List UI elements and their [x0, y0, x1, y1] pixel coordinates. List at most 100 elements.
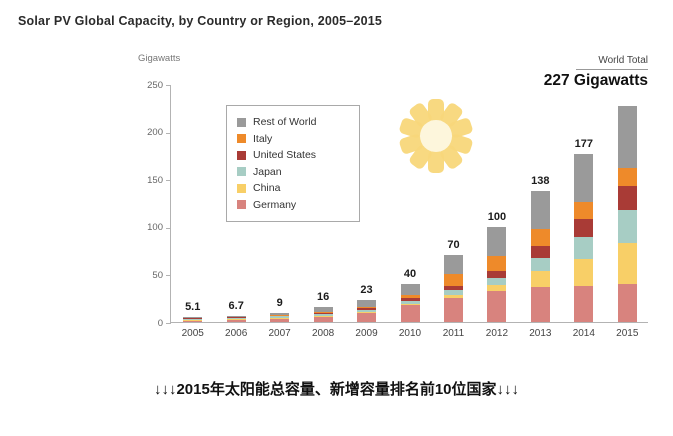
- legend-swatch: [237, 117, 246, 127]
- x-tick-label: 2012: [485, 328, 509, 339]
- y-tick-label: 250: [147, 79, 163, 91]
- bar-segment-china: [530, 270, 550, 288]
- chart-title: Solar PV Global Capacity, by Country or …: [18, 14, 383, 28]
- legend-item-china: China: [237, 180, 349, 197]
- world-total: World Total 227 Gigawatts: [544, 55, 648, 90]
- bar-segment-united-states: [530, 246, 550, 258]
- legend-item-rest-of-world: Rest of World: [237, 114, 349, 131]
- bar-segment-united-states: [487, 271, 507, 279]
- legend-swatch: [237, 167, 246, 177]
- legend-item-italy: Italy: [237, 131, 349, 148]
- x-tick-label: 2011: [442, 328, 465, 339]
- bar-segment-rest-of-world: [357, 300, 377, 308]
- bar-segment-germany: [226, 319, 246, 322]
- bar-segment-germany: [183, 320, 203, 322]
- legend: Rest of World Italy United States Japan Chin…: [226, 105, 360, 222]
- y-tick-mark: [166, 275, 171, 277]
- bar-segment-germany: [487, 290, 507, 322]
- bar-total-label: 177: [574, 137, 593, 150]
- y-axis-label: Gigawatts: [138, 53, 181, 64]
- legend-label: Italy: [253, 132, 273, 145]
- bar-total-label: 40: [403, 267, 417, 280]
- bar-segment-germany: [313, 316, 333, 322]
- caption: ↓↓↓2015年太阳能总容量、新增容量排名前10位国家↓↓↓: [153, 381, 520, 398]
- bar-segment-united-states: [226, 316, 246, 318]
- bar-segment-united-states: [443, 285, 463, 291]
- y-tick-mark: [166, 85, 171, 86]
- y-tick-label: 50: [152, 269, 163, 281]
- legend-label: Germany: [253, 198, 297, 211]
- bar-segment-rest-of-world: [226, 315, 246, 317]
- bar-segment-rest-of-world: [270, 313, 290, 316]
- sun-core: [420, 120, 452, 152]
- bar-segment-rest-of-world: [400, 283, 420, 295]
- bar-segment-italy: [617, 167, 637, 186]
- bar-segment-united-states: [313, 312, 333, 314]
- plot-area: Rest of World Italy United States Japan Chin…: [147, 80, 648, 339]
- legend-item-united-states: United States: [237, 147, 349, 164]
- bar-segment-italy: [357, 307, 377, 309]
- legend-label: Japan: [253, 165, 282, 178]
- x-tick-label: 2015: [616, 328, 639, 339]
- y-tick-label: 150: [147, 174, 163, 186]
- bar-segment-china: [574, 258, 594, 286]
- legend-label: China: [253, 182, 281, 195]
- bar-total-label: 138: [531, 174, 550, 187]
- bar-segment-japan: [487, 278, 507, 285]
- bar-segment-japan: [357, 309, 377, 313]
- world-total-value: 227 Gigawatts: [543, 72, 648, 89]
- bar-segment-italy: [443, 273, 463, 286]
- bar-total-label: 70: [447, 239, 460, 252]
- bar-segment-germany: [270, 318, 290, 322]
- bar-segment-germany: [574, 285, 594, 322]
- bar-segment-china: [443, 294, 463, 298]
- bar-total-label: 100: [487, 210, 507, 223]
- world-total-label: World Total: [598, 55, 648, 66]
- x-tick-label: 2014: [572, 328, 595, 339]
- x-tick-label: 2006: [225, 328, 248, 339]
- bar-segment-germany: [443, 297, 463, 322]
- bar-segment-united-states: [617, 185, 637, 211]
- bar-segment-japan: [313, 313, 333, 316]
- bar-total-label: 9: [276, 297, 283, 310]
- legend-label: Rest of World: [253, 116, 317, 129]
- y-tick-mark: [166, 323, 171, 324]
- legend-swatch: [237, 134, 246, 144]
- y-tick-label: 0: [157, 317, 163, 329]
- bar-segment-japan: [574, 236, 594, 259]
- x-tick-label: 2005: [181, 328, 204, 339]
- bar-segment-italy: [574, 201, 594, 220]
- bar-segment-germany: [400, 304, 420, 322]
- bar-total-label: 16: [316, 290, 330, 303]
- bar-segment-japan: [183, 318, 203, 320]
- x-tick-label: 2008: [311, 328, 335, 339]
- legend-item-germany: Germany: [237, 197, 349, 214]
- legend-swatch: [237, 200, 246, 210]
- bar-segment-rest-of-world: [617, 105, 637, 168]
- bar-segment-japan: [226, 317, 246, 320]
- bar-segment-rest-of-world: [313, 306, 333, 313]
- bar-segment-germany: [357, 312, 377, 322]
- bar-segment-japan: [400, 300, 420, 305]
- x-tick-label: 2013: [529, 328, 552, 339]
- bar-total-label: 23: [360, 284, 373, 297]
- bar-segment-china: [617, 242, 637, 285]
- bar-segment-united-states: [574, 219, 594, 237]
- bar-segment-japan: [443, 290, 463, 295]
- y-tick-mark: [166, 132, 171, 134]
- x-tick-label: 2009: [355, 328, 378, 339]
- bar-segment-united-states: [400, 298, 420, 301]
- bar-segment-italy: [530, 229, 550, 247]
- sun-icon: [398, 99, 474, 173]
- bar-segment-germany: [530, 287, 550, 322]
- y-tick-mark: [166, 227, 171, 229]
- bar-segment-rest-of-world: [183, 317, 203, 319]
- x-tick-label: 2007: [268, 328, 291, 339]
- bar-segment-rest-of-world: [487, 226, 507, 256]
- bar-segment-china: [400, 304, 420, 305]
- y-tick-mark: [166, 180, 171, 182]
- bar-segment-rest-of-world: [443, 255, 463, 274]
- bar-segment-italy: [487, 255, 507, 272]
- bar-segment-japan: [270, 316, 290, 318]
